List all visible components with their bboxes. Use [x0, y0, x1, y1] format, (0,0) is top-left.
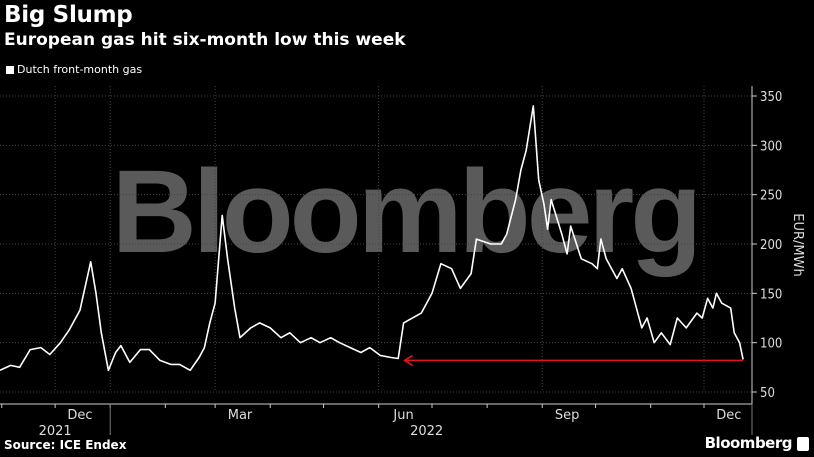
x-tick-label: Jun — [392, 408, 413, 423]
y-tick-label: 100 — [760, 337, 782, 352]
series-line — [0, 105, 744, 372]
annotation-arrowhead-icon — [403, 354, 413, 367]
chart-subtitle: European gas hit six-month low this week — [4, 30, 406, 50]
watermark: Bloomberg — [112, 146, 699, 278]
y-tick-label: 150 — [760, 287, 782, 302]
y-tick-label: 350 — [760, 90, 782, 105]
source-note: Source: ICE Endex — [4, 438, 127, 452]
x-tick-label: Dec — [67, 408, 92, 423]
y-tick-label: 50 — [760, 386, 775, 401]
chart-title: Big Slump — [4, 2, 133, 28]
y-tick-label: 300 — [760, 139, 782, 154]
legend-label: Dutch front-month gas — [17, 63, 143, 76]
x-tick-label: Dec — [716, 408, 741, 423]
legend-swatch — [6, 65, 14, 74]
year-label: 2022 — [410, 424, 443, 439]
brand-logo: Bloomberg — [704, 434, 793, 452]
x-tick-label: Sep — [555, 408, 580, 423]
bloomberg-chart-icon — [797, 437, 809, 451]
y-tick-label: 250 — [760, 189, 782, 204]
y-tick-label: 200 — [760, 238, 782, 253]
legend: Dutch front-month gas — [6, 63, 142, 76]
y-axis-label: EUR/MWh — [790, 213, 805, 276]
year-label: 2021 — [39, 424, 72, 439]
x-tick-label: Mar — [228, 408, 253, 423]
